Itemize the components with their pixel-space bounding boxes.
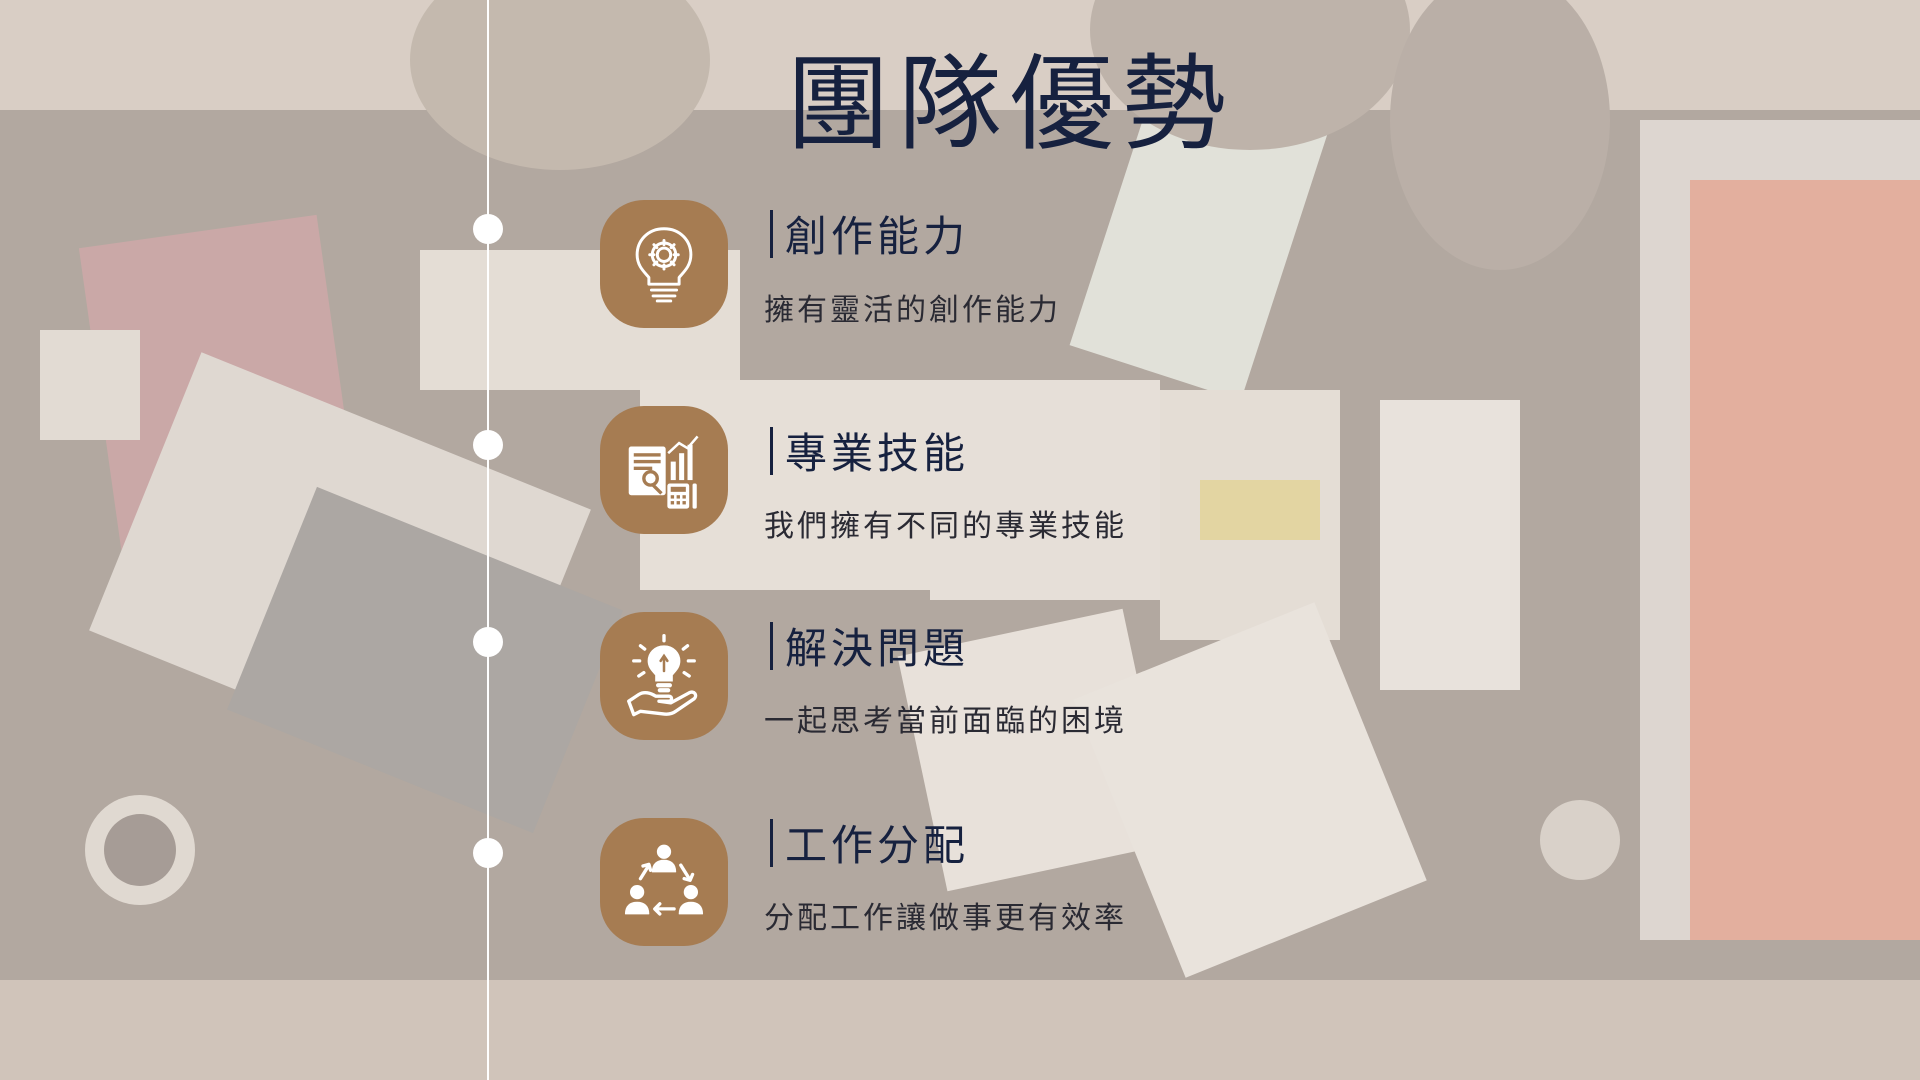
heading-bar <box>770 818 773 867</box>
timeline-dot <box>473 214 503 244</box>
lightbulb-gear-icon <box>635 227 693 303</box>
item-description: 我們擁有不同的專業技能 <box>764 509 1127 544</box>
team-cycle-icon <box>624 844 704 916</box>
document-chart-calculator-icon <box>628 435 699 509</box>
item-description: 一起思考當前面臨的困境 <box>764 704 1127 739</box>
item-heading: 工作分配 <box>770 812 969 873</box>
item-description: 分配工作讓做事更有效率 <box>764 901 1127 936</box>
item-heading-text: 創作能力 <box>785 212 970 261</box>
item-heading-text: 專業技能 <box>785 429 970 478</box>
heading-bar <box>770 621 773 670</box>
item-description: 擁有靈活的創作能力 <box>764 293 1061 328</box>
page-title: 團隊優勢 <box>785 43 1234 165</box>
hand-lightbulb-icon <box>627 634 698 717</box>
timeline-dot <box>473 627 503 657</box>
item-heading-text: 工作分配 <box>785 821 970 870</box>
item-heading: 解決問題 <box>770 615 969 676</box>
item-heading-text: 解決問題 <box>785 624 970 673</box>
item-icon-badge <box>600 612 728 740</box>
heading-bar <box>770 209 773 258</box>
item-heading: 專業技能 <box>770 420 969 481</box>
item-icon-badge <box>600 406 728 534</box>
timeline-dot <box>473 430 503 460</box>
timeline-dot <box>473 838 503 868</box>
item-icon-badge <box>600 818 728 946</box>
heading-bar <box>770 426 773 475</box>
item-icon-badge <box>600 200 728 328</box>
item-heading: 創作能力 <box>770 203 969 264</box>
timeline-line <box>487 0 489 1080</box>
